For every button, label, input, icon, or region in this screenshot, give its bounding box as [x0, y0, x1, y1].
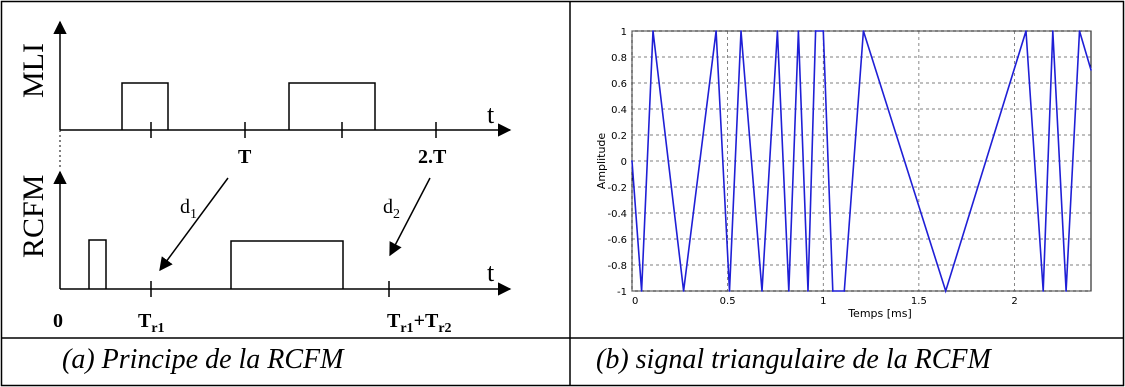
y-tick-label: 0.6 — [611, 79, 627, 90]
t-label-bottom: t — [487, 258, 495, 287]
rcfm-pulse-1 — [88, 239, 107, 289]
y-tick-label: 0.2 — [611, 131, 627, 142]
caption-a: (a) Principe de la RCFM — [62, 344, 344, 375]
y-tick-label: -0.8 — [607, 261, 627, 272]
rcfm-pulse-2 — [230, 240, 344, 289]
y-tick-label: -1 — [617, 287, 627, 298]
signal-point — [728, 290, 731, 292]
origin-label: 0 — [53, 310, 63, 332]
y-tick-label: -0.2 — [607, 183, 627, 194]
mli-pulse-2 — [288, 82, 376, 130]
d2-arrow — [389, 177, 431, 257]
d1-label: d1 — [180, 196, 197, 222]
signal-point — [640, 290, 643, 292]
signal-point — [944, 290, 947, 292]
mli-axis-label: MLI — [17, 43, 50, 98]
x-tick-label: 0.5 — [720, 296, 736, 307]
tick-label-2T: 2.T — [418, 146, 447, 168]
y-tick-label: -0.4 — [607, 209, 627, 220]
signal-point — [1078, 30, 1081, 32]
signal-point — [761, 290, 763, 292]
x-axis-label: Temps [ms] — [847, 307, 912, 320]
signal-point — [843, 290, 846, 292]
x-tick-label: 2 — [1011, 296, 1017, 307]
d2-label: d2 — [383, 196, 400, 222]
signal-point — [807, 290, 809, 292]
signal-point — [1051, 30, 1054, 32]
rcfm-axis-label: RCFM — [17, 175, 50, 258]
signal-point — [797, 30, 800, 32]
y-axis-label: Amplitude — [595, 133, 608, 190]
signal-point — [822, 30, 825, 32]
signal-point — [1065, 290, 1068, 292]
signal-point — [814, 30, 817, 32]
signal-point — [715, 30, 718, 32]
mli-pulse-1 — [121, 82, 169, 130]
tr1-tr2-label: Tr1+Tr2 — [387, 310, 452, 336]
signal-point — [740, 30, 742, 32]
signal-point — [831, 290, 834, 292]
tick-label-T: T — [238, 146, 252, 168]
signal-point — [631, 160, 633, 162]
grid-lines — [631, 30, 1091, 292]
signal-point — [652, 30, 654, 32]
x-tick-labels: 0 0.5 1 1.5 2 — [632, 296, 1018, 307]
signal-point — [787, 290, 790, 292]
x-tick-label: 1.5 — [911, 296, 927, 307]
y-tick-label: 0 — [621, 157, 627, 168]
t-label-top: t — [487, 100, 495, 129]
signal-point — [1025, 30, 1027, 32]
signal-point — [862, 30, 865, 32]
x-tick-label: 0 — [632, 296, 638, 307]
y-tick-label: 1 — [621, 27, 627, 38]
y-tick-label: 0.8 — [611, 53, 627, 64]
signal-point — [682, 290, 685, 292]
signal-line — [631, 30, 1092, 294]
caption-b: (b) signal triangulaire de la RCFM — [596, 344, 991, 375]
x-tick-label: 1 — [820, 296, 826, 307]
signal-point — [1042, 290, 1045, 292]
y-tick-labels: 1 0.8 0.6 0.4 0.2 0 -0.2 -0.4 -0.6 -0.8 -1 — [607, 27, 627, 298]
signal-point — [776, 30, 779, 32]
y-tick-label: 0.4 — [611, 105, 627, 116]
signal-point — [1090, 69, 1092, 71]
tr1-label: Tr1 — [138, 310, 165, 336]
d1-arrow — [159, 177, 229, 272]
signal-vertices — [631, 30, 1092, 292]
panel-a-diagram: MLI t T 2.T RCFM t d1 d2 0 Tr1 Tr1+Tr2 — [17, 20, 512, 336]
triangular-signal-chart: 1 0.8 0.6 0.4 0.2 0 -0.2 -0.4 -0.6 -0.8 -1 0 0.5 1 1.… — [595, 27, 1092, 320]
y-tick-label: -0.6 — [607, 235, 627, 246]
